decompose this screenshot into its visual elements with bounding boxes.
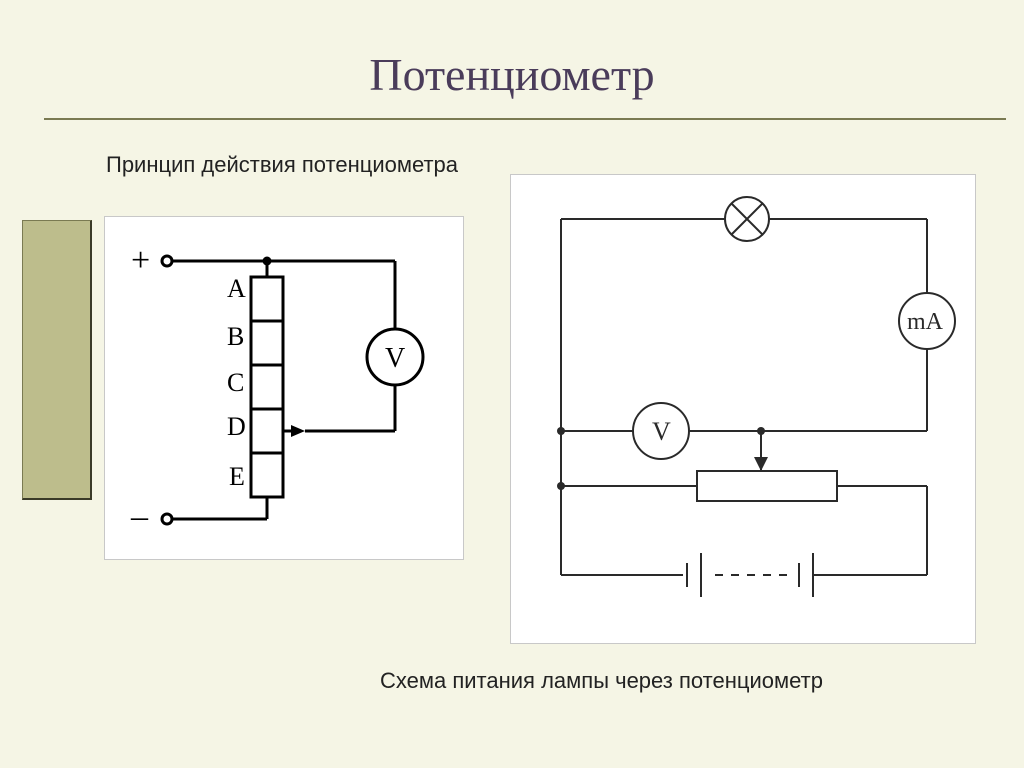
node-wiper [757,427,765,435]
wiper-arrow [291,425,305,437]
milliammeter-label: mA [907,309,944,335]
voltmeter-label: V [385,343,405,374]
tap-d: D [227,412,246,441]
diagram-principle: + A B C D E – V [104,216,464,560]
tap-a: A [227,274,246,303]
plus-label: + [131,242,150,279]
minus-terminal [162,514,172,524]
page-title: Потенциометр [0,48,1024,101]
tap-e: E [229,462,245,491]
minus-label: – [130,498,149,535]
wiper-arrow-right [754,457,768,471]
caption: Схема питания лампы через потенциометр [380,668,823,694]
title-underline [44,118,1006,120]
voltmeter-right-label: V [652,417,671,446]
tap-c: C [227,368,244,397]
potentiometer [697,471,837,501]
tap-b: B [227,322,244,351]
plus-terminal [162,256,172,266]
diagram-lamp-supply: mA V [510,174,976,644]
accent-block [22,220,92,500]
subtitle: Принцип действия потенциометра [106,152,458,178]
resistor-body [251,277,283,497]
